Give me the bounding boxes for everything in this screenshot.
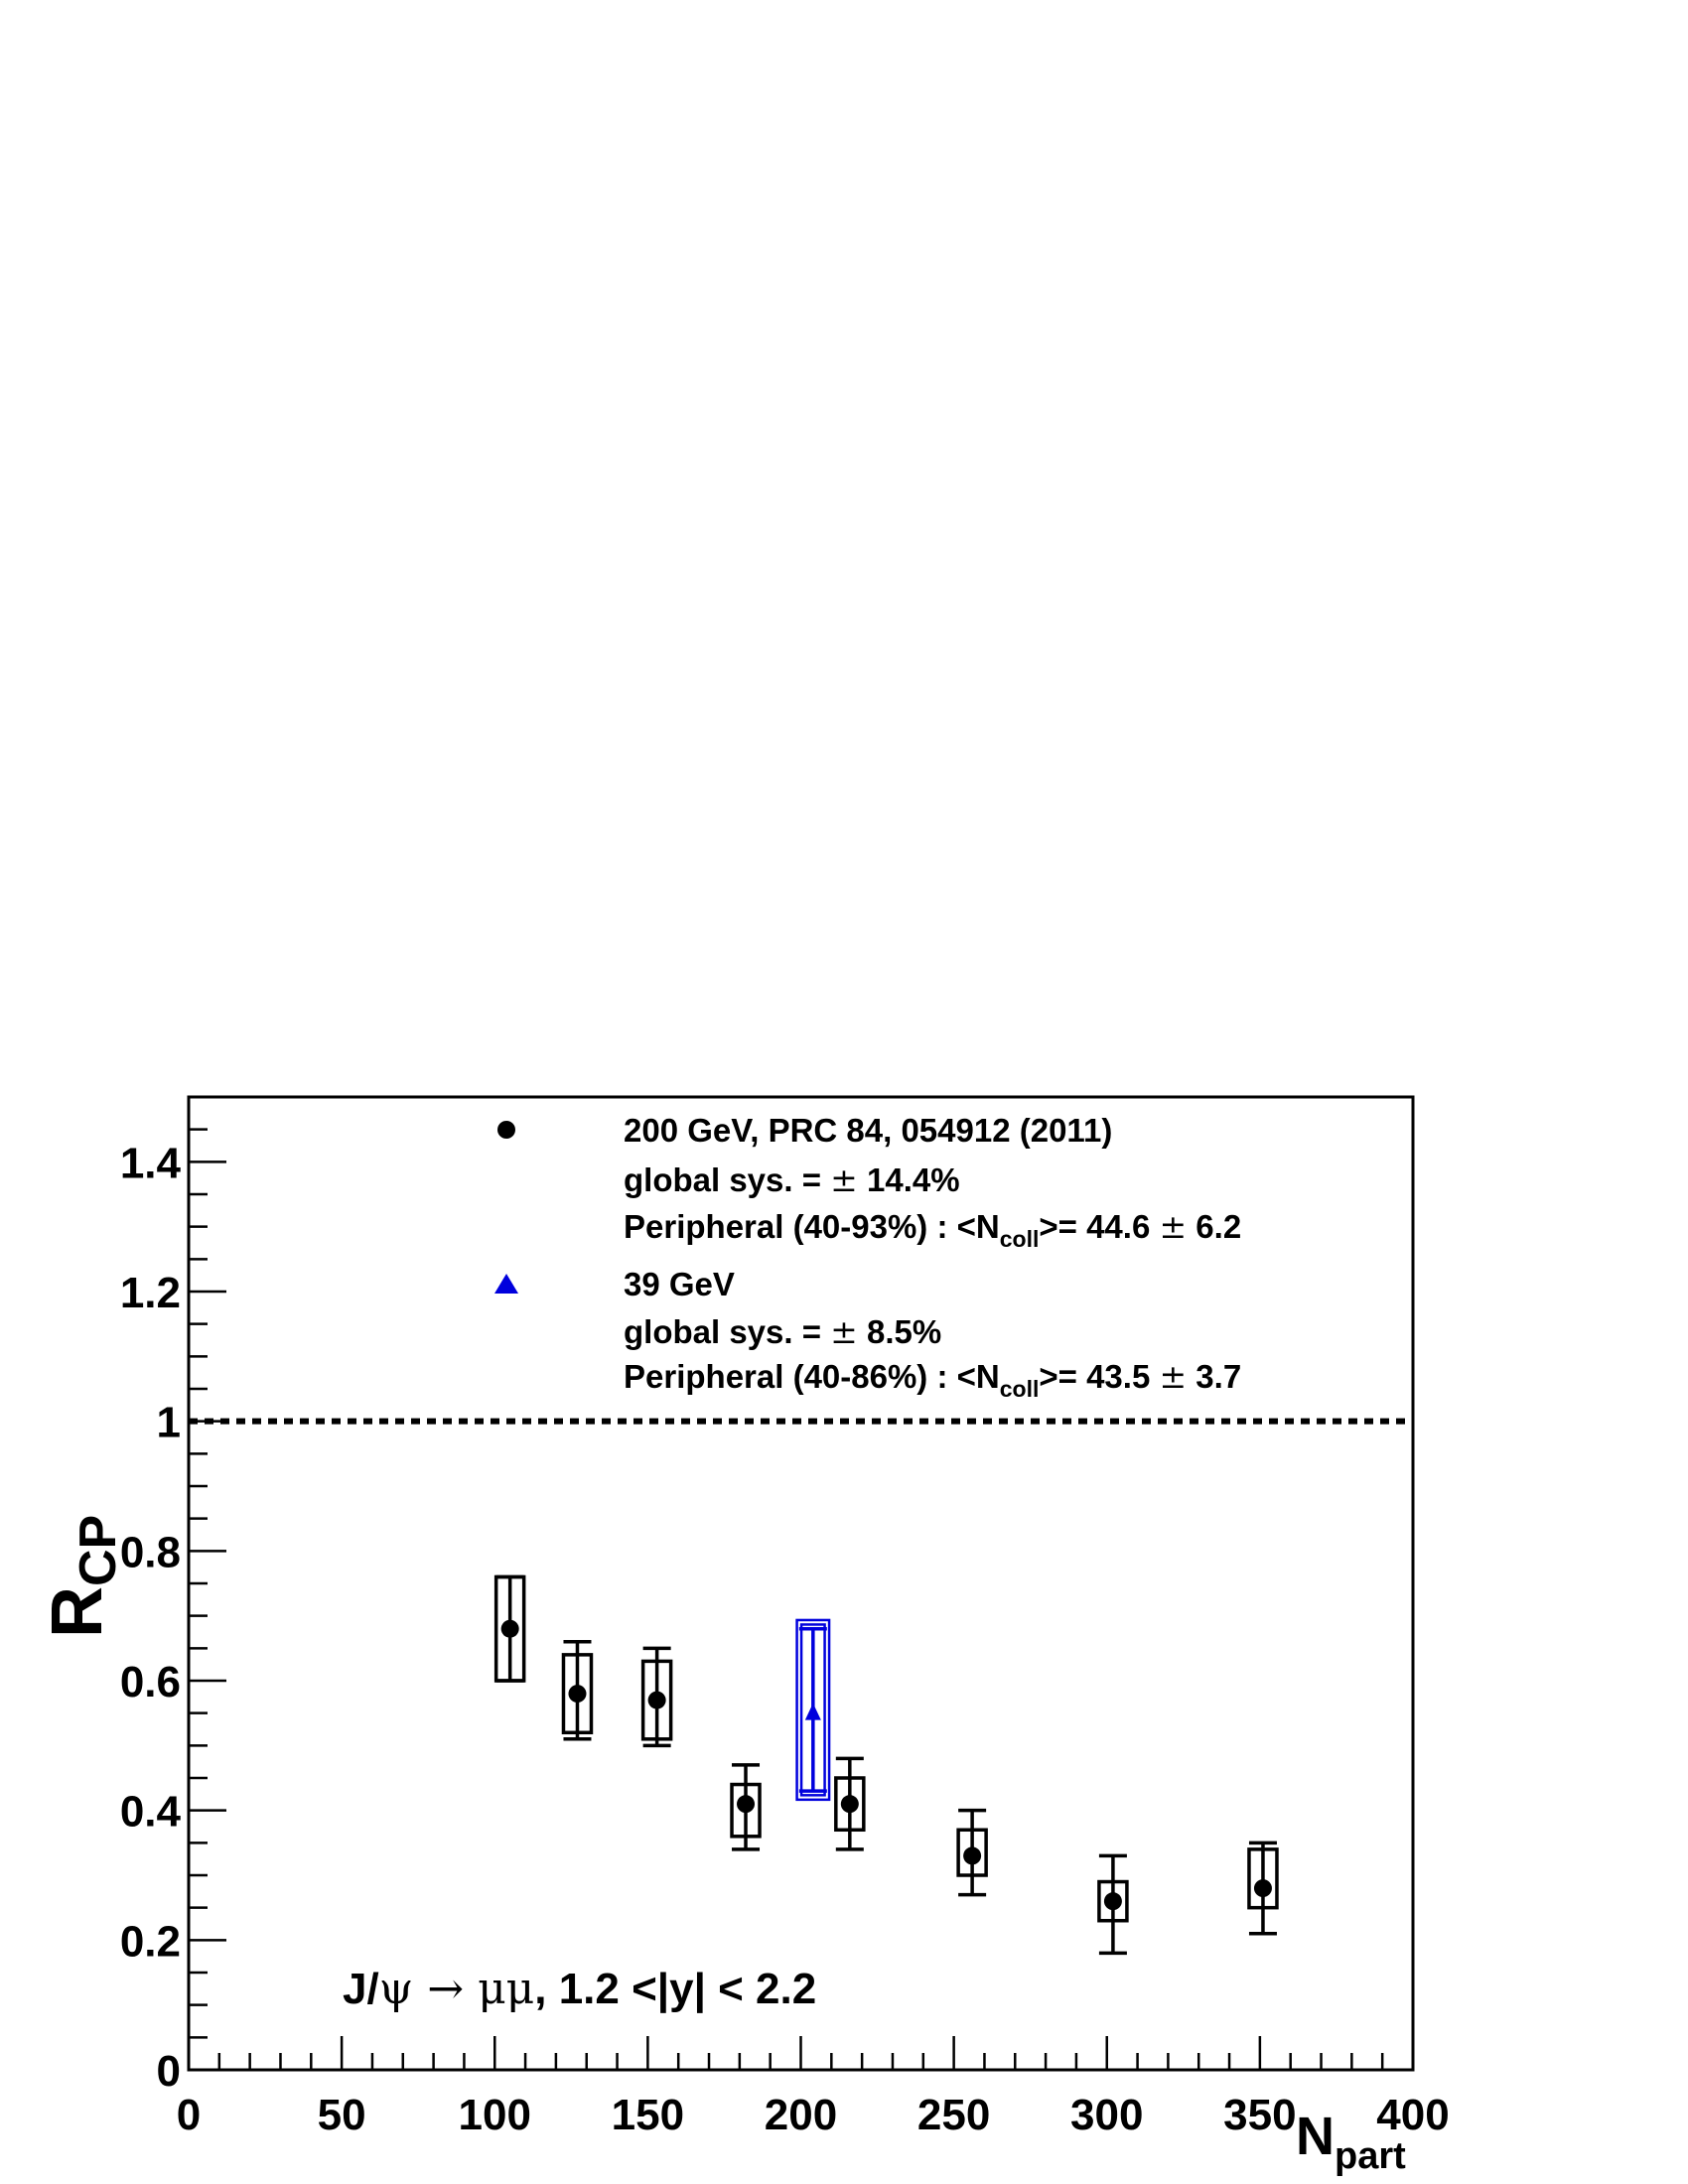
- y-tick-label: 0.6: [120, 1658, 181, 1706]
- x-tick-label: 400: [1376, 2091, 1449, 2139]
- sys-box-inner: [797, 1621, 828, 1799]
- data-point: [1247, 1841, 1279, 1936]
- y-tick-label: 0.4: [120, 1788, 182, 1837]
- marker-circle: [500, 1619, 519, 1638]
- legend-marker-triangle: [494, 1274, 518, 1294]
- data-point: [795, 1618, 831, 1802]
- legend-entry-1-ncoll: Peripheral (40-93%) : <Ncoll>= 44.6 ± 6.…: [624, 1207, 1241, 1252]
- data-points: [493, 1574, 1279, 1956]
- x-tick-label: 100: [459, 2091, 531, 2139]
- marker-triangle: [804, 1703, 821, 1720]
- legend-marker-circle: [497, 1121, 515, 1139]
- x-tick-label: 0: [177, 2091, 201, 2139]
- x-tick-label: 350: [1223, 2091, 1296, 2139]
- y-tick-label: 1.2: [120, 1269, 181, 1317]
- y-tick-label: 0.2: [120, 1917, 181, 1966]
- process-annotation: J/ψ → μμ, 1.2 <|y| < 2.2: [343, 1964, 816, 2014]
- x-tick-label: 250: [917, 2091, 990, 2139]
- y-tick-label: 1.4: [120, 1139, 182, 1187]
- data-point: [640, 1646, 673, 1748]
- data-point: [1097, 1853, 1129, 1956]
- y-tick-label: 1: [157, 1399, 181, 1447]
- marker-circle: [1253, 1879, 1272, 1898]
- legend-entry-1-title: 200 GeV, PRC 84, 054912 (2011): [624, 1112, 1112, 1149]
- data-point: [956, 1808, 988, 1897]
- axis-tick-labels: 0 50 100 150 200 250 300 350 400 0 0.2 0.4 0.6 0.8 1 1.…: [120, 1139, 1450, 2139]
- y-tick-label: 0.8: [120, 1528, 181, 1576]
- data-point: [834, 1756, 866, 1851]
- marker-circle: [840, 1795, 859, 1814]
- x-tick-label: 150: [612, 2091, 684, 2139]
- marker-circle: [1103, 1892, 1122, 1911]
- legend-entry-2-ncoll: Peripheral (40-86%) : <Ncoll>= 43.5 ± 3.…: [624, 1357, 1241, 1402]
- data-point: [561, 1640, 594, 1741]
- x-tick-label: 50: [318, 2091, 366, 2139]
- axis-ticks: [187, 1095, 1415, 2072]
- y-axis-label: RCP: [38, 1515, 127, 1638]
- marker-circle: [963, 1846, 982, 1865]
- plot-frame: [187, 1095, 1415, 2072]
- data-point: [730, 1763, 762, 1851]
- y-tick-label: 0: [157, 2047, 181, 2096]
- x-tick-label: 200: [765, 2091, 837, 2139]
- x-tick-label: 300: [1070, 2091, 1143, 2139]
- marker-circle: [647, 1691, 666, 1709]
- legend: 200 GeV, PRC 84, 054912 (2011) global sy…: [494, 1112, 1241, 1402]
- marker-circle: [737, 1795, 756, 1814]
- legend-entry-2-title: 39 GeV: [624, 1266, 735, 1302]
- data-point: [493, 1574, 526, 1683]
- x-axis-label: Npart: [1296, 2107, 1406, 2177]
- legend-entry-1-global-sys: global sys. = ± 14.4%: [624, 1160, 960, 1199]
- legend-entry-2-global-sys: global sys. = ± 8.5%: [624, 1312, 941, 1351]
- marker-circle: [568, 1685, 587, 1704]
